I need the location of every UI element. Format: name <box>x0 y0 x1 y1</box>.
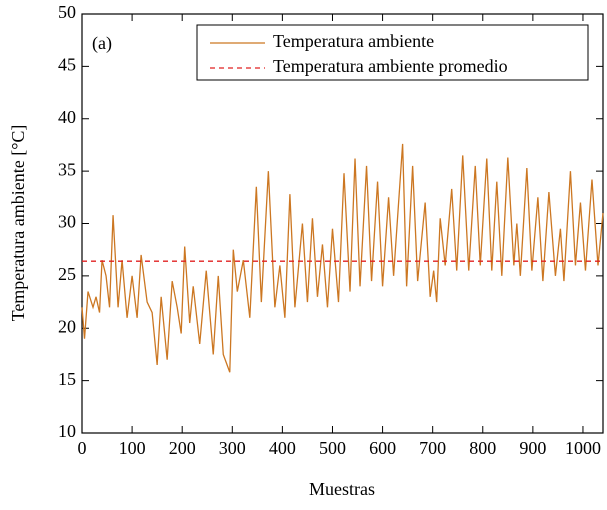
x-tick-label: 200 <box>169 438 196 458</box>
y-tick-label: 50 <box>58 2 76 22</box>
y-axis-label: Temperatura ambiente [°C] <box>8 125 28 322</box>
y-tick-label: 20 <box>58 316 76 336</box>
data-line <box>81 143 604 373</box>
x-tick-label: 800 <box>469 438 496 458</box>
x-tick-label: 1000 <box>565 438 601 458</box>
x-tick-label: 700 <box>419 438 446 458</box>
x-tick-label: 900 <box>519 438 546 458</box>
legend-label: Temperatura ambiente <box>273 31 434 51</box>
x-axis-label: Muestras <box>309 479 375 499</box>
y-tick-label: 45 <box>58 55 76 75</box>
legend-label: Temperatura ambiente promedio <box>273 56 508 76</box>
legend-box <box>196 24 589 81</box>
y-tick-label: 10 <box>58 421 76 441</box>
y-tick-label: 35 <box>58 159 76 179</box>
x-tick-label: 0 <box>78 438 87 458</box>
y-tick-label: 15 <box>58 369 76 389</box>
x-tick-label: 300 <box>219 438 246 458</box>
x-tick-label: 400 <box>269 438 296 458</box>
x-tick-label: 500 <box>319 438 346 458</box>
y-tick-label: 25 <box>58 264 76 284</box>
y-tick-label: 30 <box>58 212 76 232</box>
annotation: (a) <box>92 33 112 54</box>
x-tick-label: 100 <box>119 438 146 458</box>
y-tick-label: 40 <box>58 107 76 127</box>
x-tick-label: 600 <box>369 438 396 458</box>
